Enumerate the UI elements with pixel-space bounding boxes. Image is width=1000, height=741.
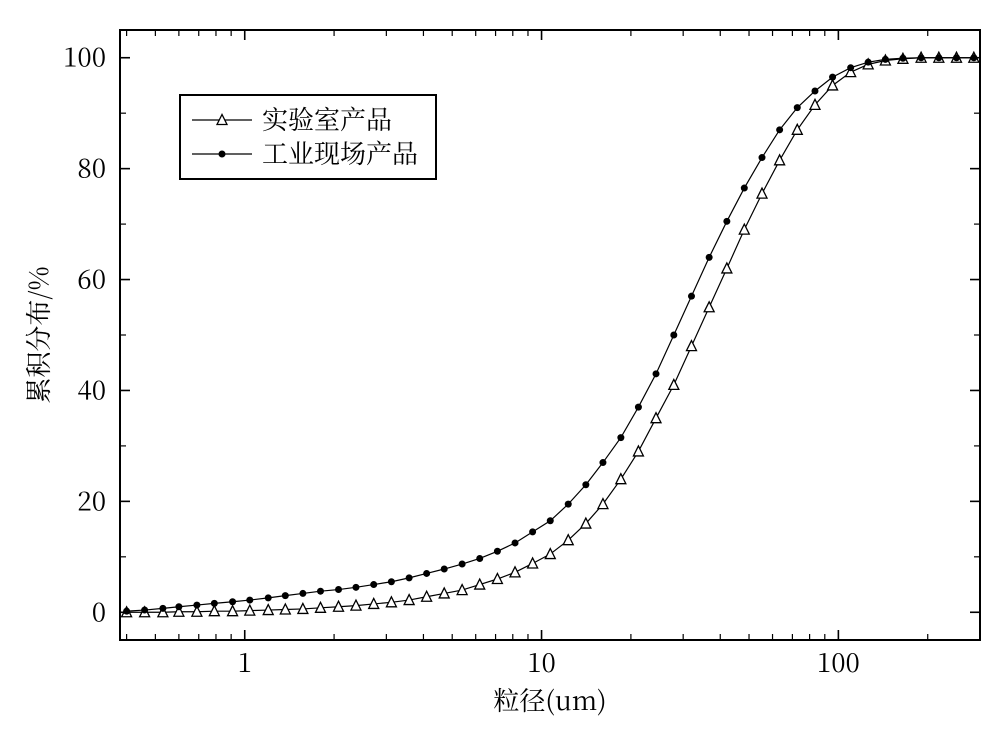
marker-triangle bbox=[686, 341, 696, 351]
cdf-chart: 1 10 100 0 20 40 60 80 100 粒径(um) 累积分布/% 实验室产品工业现场产… bbox=[0, 0, 1000, 741]
marker-circle bbox=[123, 608, 130, 615]
marker-circle bbox=[193, 602, 200, 609]
y-axis-label: 累积分布/% bbox=[19, 266, 56, 403]
marker-circle bbox=[582, 481, 589, 488]
marker-circle bbox=[599, 459, 606, 466]
marker-circle bbox=[229, 598, 236, 605]
marker-triangle bbox=[669, 379, 679, 389]
marker-circle bbox=[847, 64, 854, 71]
marker-triangle bbox=[828, 80, 838, 90]
marker-triangle bbox=[775, 155, 785, 165]
x-tick-label: 10 bbox=[527, 643, 556, 680]
marker-circle bbox=[670, 332, 677, 339]
marker-circle bbox=[794, 104, 801, 111]
marker-circle bbox=[406, 574, 413, 581]
marker-circle bbox=[635, 404, 642, 411]
marker-triangle bbox=[528, 558, 538, 568]
marker-triangle bbox=[757, 188, 767, 198]
y-tick-label: 40 bbox=[77, 370, 106, 407]
chart-svg: 1 10 100 0 20 40 60 80 100 粒径(um) 累积分布/% 实验室产品工业现场产… bbox=[0, 0, 1000, 741]
marker-circle bbox=[706, 254, 713, 261]
marker-circle bbox=[317, 588, 324, 595]
marker-circle bbox=[529, 528, 536, 535]
marker-triangle bbox=[739, 224, 749, 234]
marker-circle bbox=[175, 603, 182, 610]
marker-circle bbox=[829, 74, 836, 81]
marker-circle bbox=[211, 600, 218, 607]
x-tick-label: 100 bbox=[817, 643, 860, 680]
marker-circle bbox=[547, 517, 554, 524]
marker-circle bbox=[352, 584, 359, 591]
marker-circle bbox=[953, 54, 960, 61]
marker-circle bbox=[141, 607, 148, 614]
marker-circle bbox=[282, 592, 289, 599]
marker-circle bbox=[565, 501, 572, 508]
x-axis-label: 粒径(um) bbox=[493, 681, 606, 718]
marker-circle bbox=[370, 581, 377, 588]
marker-circle bbox=[246, 597, 253, 604]
marker-triangle bbox=[722, 263, 732, 273]
marker-circle bbox=[759, 154, 766, 161]
marker-triangle bbox=[633, 446, 643, 456]
marker-circle bbox=[741, 185, 748, 192]
marker-circle bbox=[811, 88, 818, 95]
marker-circle bbox=[653, 370, 660, 377]
y-tick-label: 100 bbox=[63, 38, 106, 75]
legend-label: 工业现场产品 bbox=[262, 134, 418, 171]
marker-circle bbox=[459, 561, 466, 568]
marker-circle bbox=[512, 539, 519, 546]
marker-circle bbox=[159, 605, 166, 612]
legend-label: 实验室产品 bbox=[262, 100, 392, 137]
marker-triangle bbox=[704, 302, 714, 312]
y-tick-label: 60 bbox=[77, 260, 106, 297]
marker-circle bbox=[388, 578, 395, 585]
series-line-lab bbox=[127, 58, 974, 613]
marker-circle bbox=[265, 594, 272, 601]
marker-circle bbox=[865, 59, 872, 66]
marker-circle bbox=[723, 218, 730, 225]
marker-triangle bbox=[616, 474, 626, 484]
y-tick-label: 0 bbox=[92, 592, 106, 629]
marker-circle bbox=[970, 54, 977, 61]
marker-circle bbox=[617, 434, 624, 441]
marker-circle bbox=[299, 590, 306, 597]
marker-triangle bbox=[545, 549, 555, 559]
marker-circle bbox=[219, 151, 226, 158]
marker-triangle bbox=[651, 413, 661, 423]
marker-circle bbox=[776, 126, 783, 133]
marker-triangle bbox=[510, 567, 520, 577]
marker-circle bbox=[476, 555, 483, 562]
marker-circle bbox=[441, 566, 448, 573]
series-line-industrial bbox=[127, 58, 974, 611]
y-tick-label: 20 bbox=[77, 481, 106, 518]
x-tick-label: 1 bbox=[238, 643, 252, 680]
marker-triangle bbox=[492, 574, 502, 584]
y-tick-label: 80 bbox=[77, 149, 106, 186]
marker-circle bbox=[335, 586, 342, 593]
marker-circle bbox=[688, 293, 695, 300]
marker-circle bbox=[899, 55, 906, 62]
marker-circle bbox=[935, 54, 942, 61]
marker-circle bbox=[918, 54, 925, 61]
marker-circle bbox=[882, 56, 889, 63]
marker-circle bbox=[494, 548, 501, 555]
marker-circle bbox=[423, 570, 430, 577]
